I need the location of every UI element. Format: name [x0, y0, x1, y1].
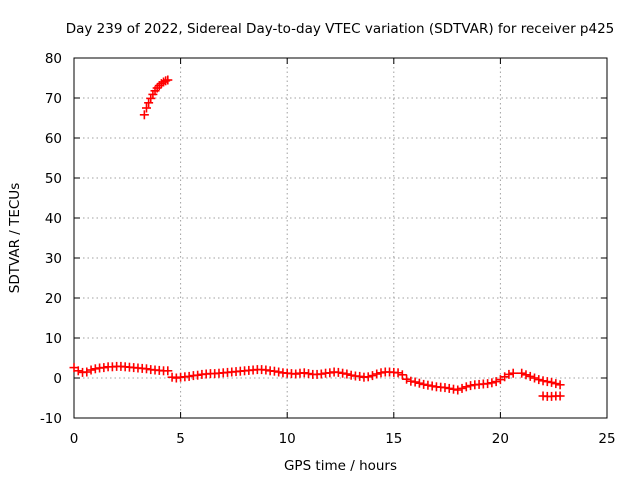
data-point [414, 378, 424, 388]
data-point [99, 363, 109, 373]
data-point [161, 76, 171, 86]
data-points [69, 75, 565, 401]
data-point [551, 379, 561, 389]
plot-frame [73, 57, 608, 419]
data-point [419, 379, 429, 389]
y-tick-label: 70 [45, 91, 62, 107]
data-point [363, 372, 373, 382]
data-point [466, 381, 476, 391]
data-point [144, 98, 154, 108]
x-tick-label: 10 [279, 431, 296, 447]
grid [74, 58, 607, 418]
y-tick-label: -10 [40, 411, 62, 427]
y-tick-label: 40 [45, 211, 62, 227]
x-tick-label: 0 [70, 431, 79, 447]
data-point [530, 373, 540, 383]
data-point [193, 370, 203, 380]
data-point [342, 369, 352, 379]
x-tick-label: 25 [598, 431, 615, 447]
x-tick-label: 15 [385, 431, 402, 447]
x-tick-label: 5 [176, 431, 185, 447]
chart-title: Day 239 of 2022, Sidereal Day-to-day VTE… [66, 21, 615, 37]
data-point [538, 376, 548, 386]
data-point [457, 383, 467, 393]
data-point [444, 383, 454, 393]
data-point [139, 110, 149, 120]
data-point [393, 368, 403, 378]
y-tick-label: 0 [53, 371, 62, 387]
y-tick-label: 30 [45, 251, 62, 267]
data-point [487, 378, 497, 388]
data-point [146, 93, 156, 103]
data-point [461, 382, 471, 392]
x-axis-label: GPS time / hours [284, 458, 397, 474]
data-point [73, 366, 83, 376]
data-point [86, 365, 96, 375]
data-point [402, 374, 412, 384]
data-point [82, 367, 92, 377]
data-point [410, 377, 420, 387]
data-point [397, 370, 407, 380]
y-tick-label: 60 [45, 131, 62, 147]
data-point [521, 370, 531, 380]
data-point [525, 371, 535, 381]
data-point [517, 368, 527, 378]
y-tick-label: 80 [45, 51, 62, 67]
data-point [504, 369, 514, 379]
data-point [547, 377, 557, 387]
data-point [355, 371, 365, 381]
data-point [491, 377, 501, 387]
data-point [453, 385, 463, 395]
data-point [367, 371, 377, 381]
data-point [163, 75, 173, 85]
axis-ticks: 0 5 10 15 20 25 -10 0 10 20 30 40 50 60 70 80 [40, 51, 616, 447]
data-point [141, 364, 151, 374]
data-point [333, 367, 343, 377]
y-axis-label: SDTVAR / TECUs [7, 183, 23, 293]
y-tick-label: 10 [45, 331, 62, 347]
y-tick-label: 50 [45, 171, 62, 187]
y-tick-label: 20 [45, 291, 62, 307]
data-point [555, 380, 565, 390]
data-point [159, 77, 169, 87]
data-point [534, 375, 544, 385]
data-point [508, 368, 518, 378]
data-point [141, 103, 151, 113]
data-point [372, 369, 382, 379]
data-point [483, 379, 493, 389]
data-point [555, 391, 565, 401]
x-tick-label: 20 [492, 431, 509, 447]
data-point [299, 368, 309, 378]
data-point [163, 366, 173, 376]
